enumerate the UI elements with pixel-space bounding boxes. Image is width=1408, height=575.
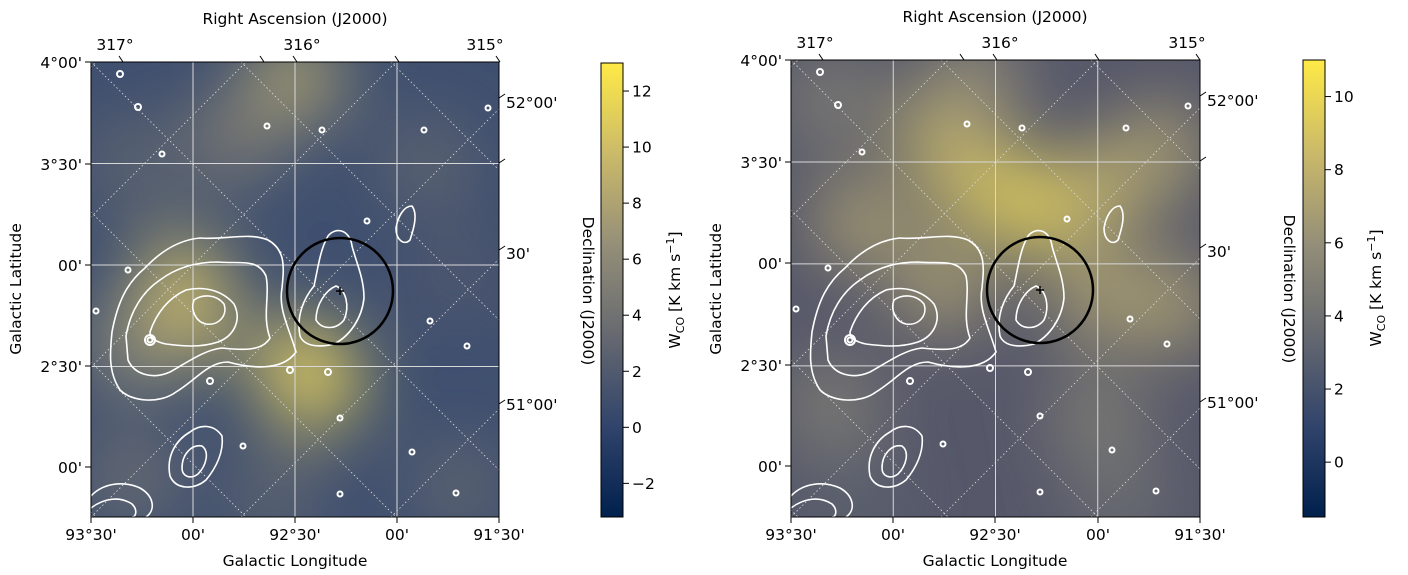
- colorbar-tick-label: −2: [632, 475, 655, 493]
- ra-axis-label: Right Ascension (J2000): [902, 8, 1087, 26]
- y-tick-label: 00': [58, 257, 82, 275]
- y-axis: 4°00' 3°30' 00' 2°30' 00' Galactic Latit…: [707, 52, 791, 476]
- colorbar-ticks: 0 2 4 6 8 10: [1325, 88, 1354, 472]
- y-tick-label: 2°30': [40, 358, 82, 376]
- x-tick-label: 00': [385, 526, 409, 544]
- y-tick-label: 00': [758, 255, 782, 273]
- colorbar-tick-label: 6: [632, 251, 642, 269]
- intensity-blob: [815, 174, 911, 270]
- colorbar-tick-label: 6: [1334, 234, 1344, 252]
- dec-axis: 52°00' 30' 51°00' Declination (J2000): [499, 94, 597, 414]
- ra-tick-label: 316°: [283, 36, 320, 54]
- x-tick-label: 00': [181, 526, 205, 544]
- intensity-blob: [784, 357, 880, 453]
- intensity-blob: [410, 439, 506, 535]
- y-tick-label: 00': [758, 458, 782, 476]
- dec-gridline: [1391, 60, 1408, 517]
- ra-axis: 317° 316° 315° Right Ascension (J2000): [796, 8, 1205, 60]
- ra-tick-label: 317°: [796, 34, 833, 52]
- ra-gridline: [1391, 60, 1408, 517]
- x-tick-label: 91°30': [1174, 526, 1225, 544]
- colorbar-tick-label: 2: [632, 363, 642, 381]
- dec-tick-label: 52°00': [506, 94, 557, 112]
- y-tick-label: 4°00': [40, 54, 82, 72]
- y-tick-label: 2°30': [740, 357, 782, 375]
- colorbar-tick-label: 0: [632, 419, 642, 437]
- intensity-blob: [1070, 449, 1166, 545]
- y-tick-label: 4°00': [740, 52, 782, 70]
- colorbar-tick-label: 12: [632, 83, 652, 101]
- dec-tick-label: 51°00': [1207, 394, 1258, 412]
- x-tick-label: 91°30': [473, 526, 524, 544]
- x-tick-label: 92°30': [269, 526, 320, 544]
- dec-tick-label: 30': [506, 245, 530, 263]
- intensity-blob: [1111, 103, 1207, 199]
- colorbar-tick-label: 0: [1334, 454, 1344, 472]
- x-tick-label: 93°30': [765, 526, 816, 544]
- ra-tick-label: 317°: [96, 36, 133, 54]
- colorbar-tick-label: 2: [1334, 381, 1344, 399]
- dec-axis-label: Declination (J2000): [579, 217, 597, 366]
- ra-tick-label: 315°: [466, 36, 503, 54]
- x-tick-label: 92°30': [969, 526, 1020, 544]
- x-axis: 93°30' 00' 92°30' 00' 91°30' Galactic Lo…: [65, 517, 524, 570]
- x-tick-label: 00': [881, 526, 905, 544]
- x-axis-label: Galactic Longitude: [923, 552, 1068, 570]
- y-axis-label: Galactic Latitude: [707, 223, 725, 354]
- ra-axis-label: Right Ascension (J2000): [202, 10, 387, 28]
- colorbar: 0 2 4 6 8 10 WCO [K km s−1]: [1303, 60, 1388, 517]
- ra-tick-label: 315°: [1168, 34, 1205, 52]
- ra-axis: 317° 316° 315° Right Ascension (J2000): [96, 10, 503, 62]
- colorbar-tick-label: 10: [632, 139, 652, 157]
- intensity-blob: [186, 91, 282, 187]
- y-tick-label: 3°30': [740, 154, 782, 172]
- colorbar-tick-label: 10: [1334, 88, 1354, 106]
- colorbar-label: WCO [K km s−1]: [1365, 229, 1388, 346]
- dec-axis: 52°00' 30' 51°00' Declination (J2000): [1200, 92, 1298, 412]
- colorbar-ticks: −2 0 2 4 6 8 10 12: [623, 83, 655, 493]
- x-tick-label: 00': [1086, 526, 1110, 544]
- ra-tick-label: 316°: [981, 34, 1018, 52]
- colorbar-tick-label: 4: [632, 307, 642, 325]
- right-panel: 93°30' 00' 92°30' 00' 91°30' Galactic Lo…: [341, 8, 1408, 570]
- x-axis: 93°30' 00' 92°30' 00' 91°30' Galactic Lo…: [765, 517, 1225, 570]
- colorbar-gradient: [1303, 60, 1325, 517]
- colorbar-tick-label: 8: [632, 195, 642, 213]
- colorbar-gradient: [601, 63, 623, 517]
- y-axis: 4°00' 3°30' 00' 2°30' 00' Galactic Latit…: [7, 54, 91, 477]
- y-tick-label: 00': [58, 459, 82, 477]
- y-axis-label: Galactic Latitude: [7, 223, 25, 354]
- x-tick-label: 93°30': [65, 526, 116, 544]
- intensity-blob: [267, 334, 363, 430]
- intensity-blob: [410, 226, 506, 322]
- x-axis-label: Galactic Longitude: [223, 552, 368, 570]
- dec-axis-label: Declination (J2000): [1280, 215, 1298, 364]
- dec-tick-label: 51°00': [506, 396, 557, 414]
- colorbar-tick-label: 8: [1334, 161, 1344, 179]
- y-tick-label: 3°30': [40, 156, 82, 174]
- colorbar-label: WCO [K km s−1]: [664, 231, 687, 348]
- intensity-blob: [1121, 256, 1217, 352]
- colorbar: −2 0 2 4 6 8 10 12 WCO [K km s−1]: [601, 63, 687, 517]
- dec-tick-label: 52°00': [1207, 92, 1258, 110]
- dec-tick-label: 30': [1207, 243, 1231, 261]
- colorbar-tick-label: 4: [1334, 307, 1344, 325]
